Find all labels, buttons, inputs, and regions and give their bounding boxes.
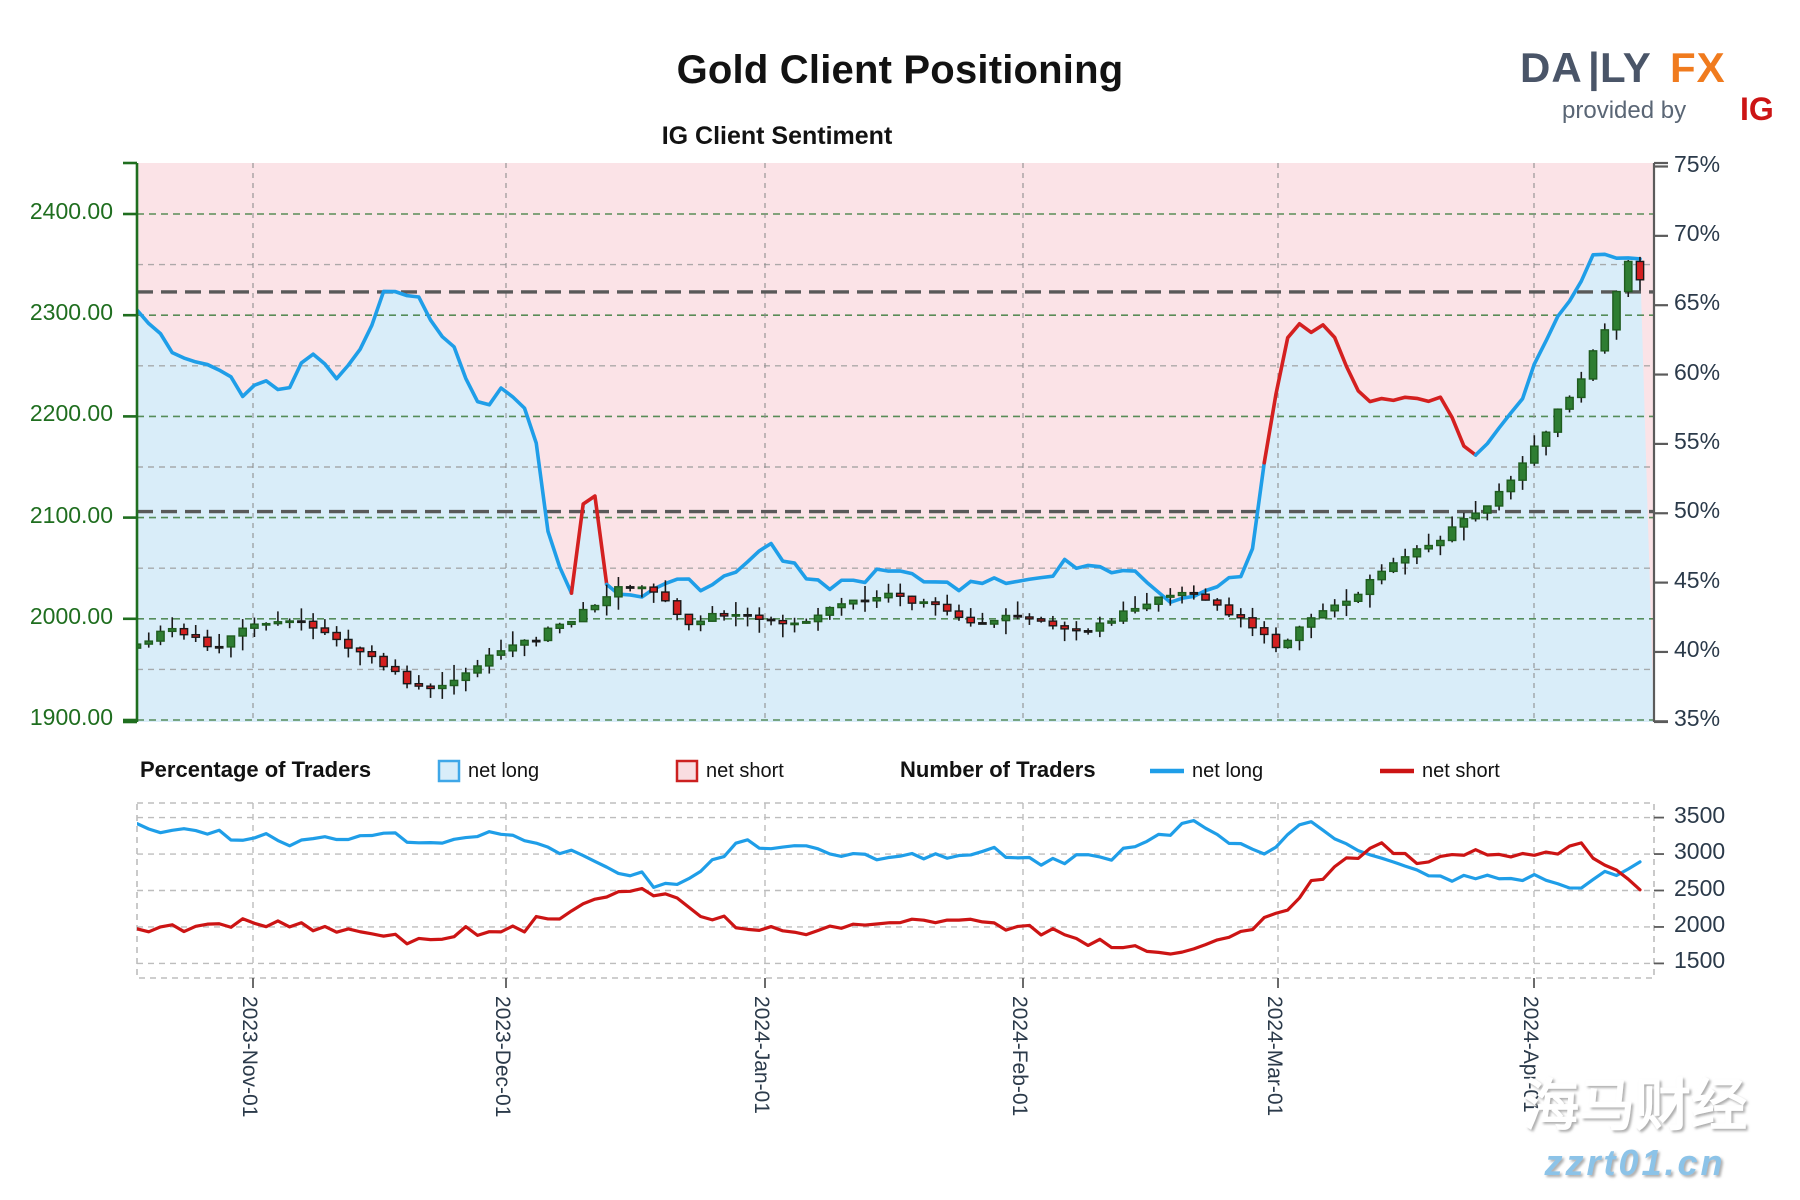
svg-text:IG: IG [1740, 91, 1774, 127]
svg-text:DA: DA [1520, 44, 1583, 91]
svg-text:FX: FX [1670, 44, 1726, 91]
svg-text:provided by: provided by [1562, 97, 1686, 124]
svg-text:LY: LY [1600, 44, 1652, 91]
svg-text:海马财经: 海马财经 [1523, 1074, 1747, 1137]
svg-text:|: | [1588, 44, 1600, 92]
svg-text:zzrt01.cn: zzrt01.cn [1543, 1142, 1725, 1183]
